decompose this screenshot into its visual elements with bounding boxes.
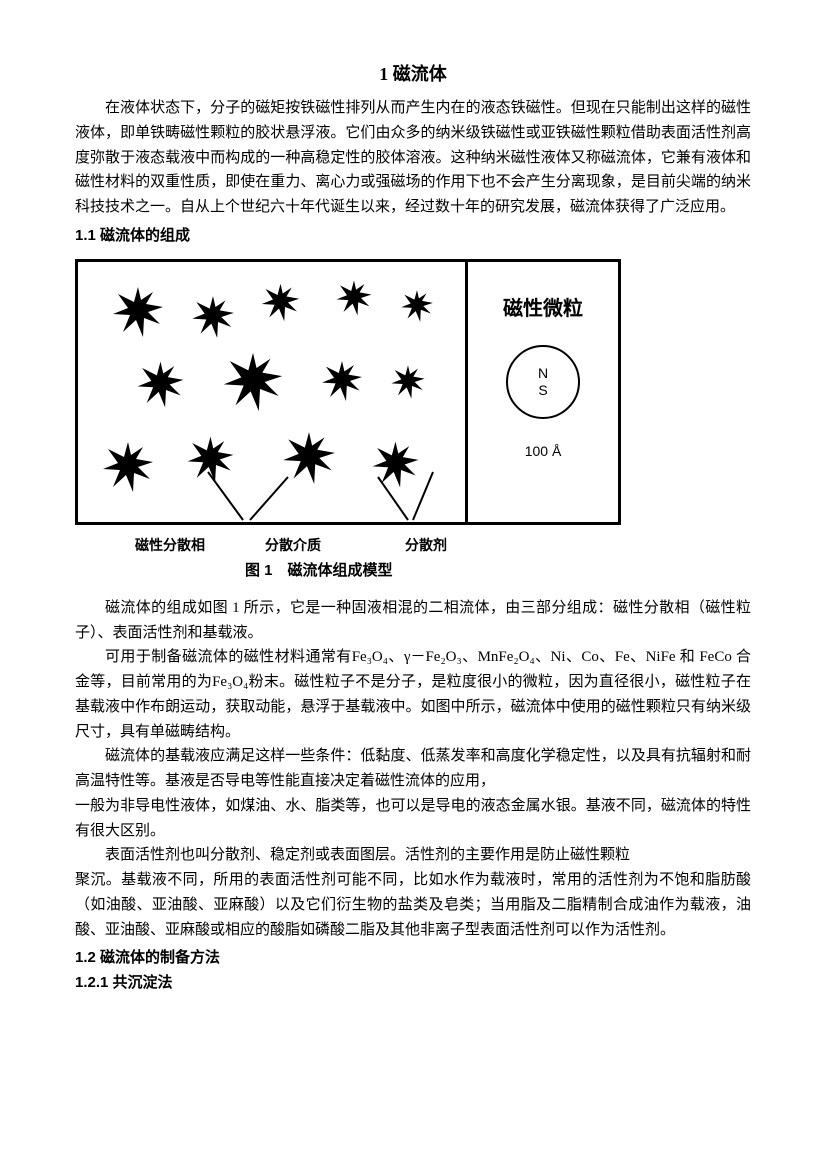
page: 1 磁流体 在液体状态下，分子的磁矩按铁磁性排列从而产生内在的液态铁磁性。但现在… — [0, 0, 826, 1169]
figure-label-2: 分散介质 — [265, 535, 321, 555]
scale-label: 100 Å — [525, 443, 562, 459]
section-title: 1 磁流体 — [75, 60, 751, 86]
figure-bottom-labels: 磁性分散相 分散介质 分散剂 — [75, 535, 615, 555]
particle-blob — [98, 437, 158, 497]
paragraph-3a: 磁流体的基载液应满足这样一些条件：低黏度、低蒸发率和高度化学稳定性，以及具有抗辐… — [75, 744, 751, 794]
paragraph-4b: 聚沉。基载液不同，所用的表面活性剂可能不同，比如水作为载液时，常用的活性剂为不饱… — [75, 868, 751, 942]
particle-blob — [188, 292, 238, 342]
particle-blob — [218, 347, 288, 417]
ns-circle: N S — [506, 345, 580, 419]
paragraph-4a: 表面活性剂也叫分散剂、稳定剂或表面图层。活性剂的主要作用是防止磁性颗粒 — [75, 843, 751, 868]
figure-right-panel: 磁性微粒 N S 100 Å — [468, 262, 618, 522]
particle-blob — [398, 287, 436, 325]
particle-blob — [388, 362, 428, 402]
circle-n: N — [538, 365, 548, 382]
intro-paragraph: 在液体状态下，分子的磁矩按铁磁性排列从而产生内在的液态铁磁性。但现在只能制出这样… — [75, 96, 751, 220]
paragraph-2: 可用于制备磁流体的磁性材料通常有Fe₃O₄、γ－Fe₂O₃、MnFe₂O₄、Ni… — [75, 645, 751, 744]
particle-blob — [108, 282, 168, 342]
particle-blob — [133, 357, 188, 412]
paragraph-1: 磁流体的组成如图 1 所示，它是一种固液相混的二相流体，由三部分组成：磁性分散相… — [75, 596, 751, 646]
particle-blob — [183, 432, 238, 487]
heading-1-1: 1.1 磁流体的组成 — [75, 224, 751, 245]
heading-1-2-1: 1.2.1 共沉淀法 — [75, 971, 751, 992]
figure-label-3: 分散剂 — [405, 535, 447, 555]
circle-s: S — [538, 382, 547, 399]
figure-right-label: 磁性微粒 — [503, 292, 583, 321]
paragraph-3b: 一般为非导电性液体，如煤油、水、脂类等，也可以是导电的液态金属水银。基液不同，磁… — [75, 794, 751, 844]
particle-blob — [333, 277, 375, 319]
figure-label-1: 磁性分散相 — [135, 535, 205, 555]
figure-caption: 图 1 磁流体组成模型 — [75, 559, 615, 580]
particle-blob — [318, 357, 366, 405]
particle-blob — [278, 427, 340, 489]
heading-1-2: 1.2 磁流体的制备方法 — [75, 946, 751, 967]
figure-1: 磁性微粒 N S 100 Å 磁性分散相 分散介质 分散剂 图 1 磁流体组成模… — [75, 259, 751, 580]
particle-blob — [368, 437, 423, 492]
particle-blob — [258, 280, 303, 325]
figure-left-panel — [78, 262, 468, 522]
figure-box: 磁性微粒 N S 100 Å — [75, 259, 621, 525]
